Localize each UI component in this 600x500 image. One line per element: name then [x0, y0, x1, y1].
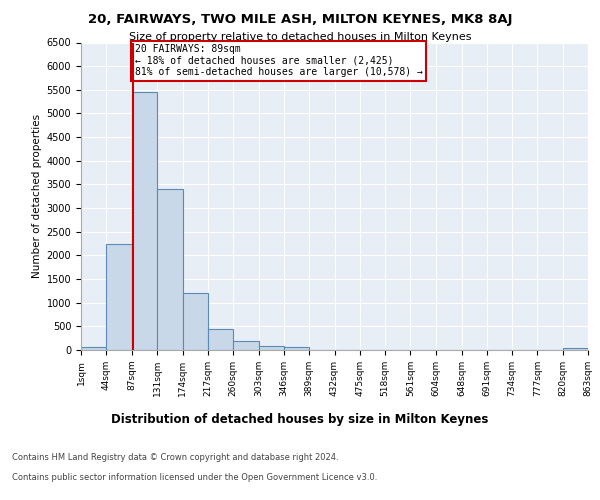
Text: 20, FAIRWAYS, TWO MILE ASH, MILTON KEYNES, MK8 8AJ: 20, FAIRWAYS, TWO MILE ASH, MILTON KEYNE… — [88, 12, 512, 26]
Bar — [233, 341, 259, 350]
Text: 20 FAIRWAYS: 89sqm
← 18% of detached houses are smaller (2,425)
81% of semi-deta: 20 FAIRWAYS: 89sqm ← 18% of detached hou… — [134, 44, 422, 77]
Bar — [81, 346, 106, 350]
Bar — [563, 348, 588, 350]
Bar — [259, 346, 284, 350]
Text: Contains HM Land Registry data © Crown copyright and database right 2024.: Contains HM Land Registry data © Crown c… — [12, 452, 338, 462]
Bar — [157, 189, 183, 350]
Bar — [131, 92, 157, 350]
Bar — [106, 244, 131, 350]
Bar — [284, 347, 309, 350]
Text: Contains public sector information licensed under the Open Government Licence v3: Contains public sector information licen… — [12, 472, 377, 482]
Text: Size of property relative to detached houses in Milton Keynes: Size of property relative to detached ho… — [129, 32, 471, 42]
Y-axis label: Number of detached properties: Number of detached properties — [32, 114, 43, 278]
Bar — [183, 293, 208, 350]
Text: Distribution of detached houses by size in Milton Keynes: Distribution of detached houses by size … — [112, 412, 488, 426]
Bar — [208, 328, 233, 350]
